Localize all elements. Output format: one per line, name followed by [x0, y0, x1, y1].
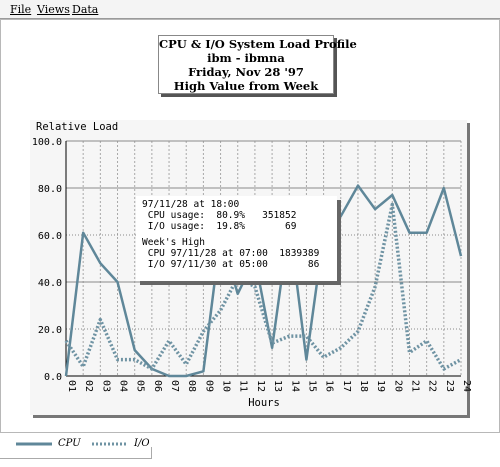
title-line-1: CPU & I/O System Load Profile — [159, 37, 357, 51]
x-tick-label: 13 — [272, 380, 283, 392]
x-axis-label: Hours — [248, 397, 280, 409]
x-tick-label: 08 — [186, 380, 197, 392]
x-tick-label: 11 — [238, 380, 249, 392]
legend-divider — [0, 458, 152, 459]
x-tick-label: 07 — [169, 380, 180, 392]
tooltip-line: CPU usage: 80.9% 351852 — [142, 210, 297, 221]
y-tick-label: 100.0 — [32, 137, 62, 148]
series-cpu-line — [64, 184, 463, 378]
y-tick-label: 0.0 — [44, 372, 62, 383]
tooltip-line: Week's High — [142, 237, 205, 248]
legend-divider-vertical — [151, 447, 152, 459]
x-tick-label: 02 — [83, 380, 94, 392]
title-line-3: Friday, Nov 28 '97 — [188, 65, 304, 79]
x-tick-label: 04 — [118, 380, 129, 392]
data-tooltip: 97/11/28 at 18:00 CPU usage: 80.9% 35185… — [136, 196, 337, 281]
legend: CPU I/O — [0, 432, 500, 467]
y-tick-label: 40.0 — [38, 278, 62, 289]
x-tick-label: 14 — [289, 380, 300, 392]
x-tick-label: 03 — [100, 380, 111, 392]
x-tick-label: 19 — [375, 380, 386, 392]
tooltip-line: CPU 97/11/28 at 07:00 1839389 — [142, 248, 320, 259]
tooltip-line: I/O 97/11/30 at 05:00 86 — [142, 259, 320, 270]
x-tick-label: 10 — [221, 380, 232, 392]
menu-bar: File Views Data — [0, 0, 500, 19]
x-tick-label: 15 — [306, 380, 317, 392]
x-tick-label: 20 — [392, 380, 403, 392]
x-tick-label: 24 — [461, 380, 472, 392]
menu-data[interactable]: Data — [72, 3, 99, 16]
legend-io-label: I/O — [134, 438, 150, 449]
menu-file[interactable]: File — [10, 3, 32, 16]
x-tick-label: 09 — [203, 380, 214, 392]
tooltip-line: I/O usage: 19.8% 69 — [142, 221, 297, 232]
x-tick-label: 18 — [358, 380, 369, 392]
y-tick-label: 20.0 — [38, 325, 62, 336]
x-tick-label: 16 — [324, 380, 335, 392]
legend-swatches — [16, 442, 128, 446]
tooltip-line: 97/11/28 at 18:00 — [142, 199, 240, 210]
series-io-line — [64, 202, 462, 371]
x-tick-label: 01 — [66, 380, 77, 392]
x-tick-label: 22 — [427, 380, 438, 392]
x-tick-label: 12 — [255, 380, 266, 392]
x-tick-label: 17 — [341, 380, 352, 392]
x-tick-label: 21 — [409, 380, 420, 392]
x-tick-label: 06 — [152, 380, 163, 392]
y-tick-label: 80.0 — [38, 184, 62, 195]
x-tick-label: 23 — [444, 380, 455, 392]
menu-views[interactable]: Views — [37, 3, 70, 16]
y-axis-label: Relative Load — [36, 121, 118, 133]
title-line-4: High Value from Week — [173, 79, 319, 93]
y-tick-label: 60.0 — [38, 231, 62, 242]
x-tick-label: 05 — [135, 380, 146, 392]
legend-cpu-label: CPU — [58, 438, 81, 449]
title-line-2: ibm - ibmna — [207, 51, 285, 65]
chart-title-box: CPU & I/O System Load Profile ibm - ibmn… — [158, 35, 357, 94]
